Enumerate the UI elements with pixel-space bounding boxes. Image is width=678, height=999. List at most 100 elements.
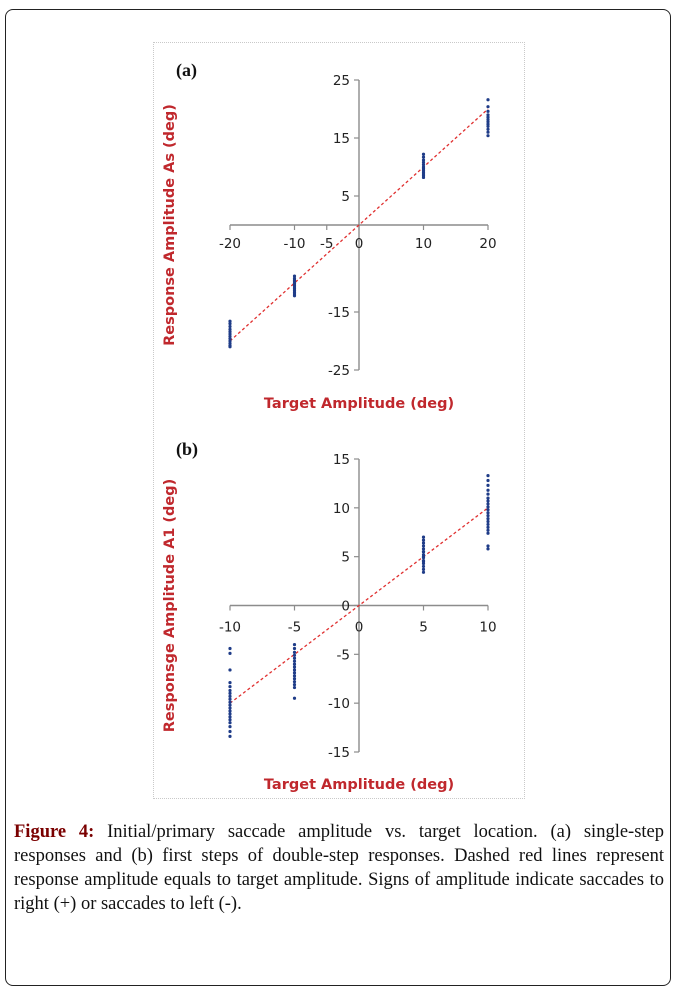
figure-caption-text: Initial/primary saccade amplitude vs. ta… xyxy=(14,822,665,914)
data-point xyxy=(421,163,426,167)
data-point xyxy=(421,175,426,180)
data-point xyxy=(228,688,232,693)
x-tick-label: -10 xyxy=(219,620,241,636)
panel-label: (b) xyxy=(176,439,198,460)
data-point xyxy=(228,322,232,326)
y-axis-title: Responsge Amplitude A1 (deg) xyxy=(162,479,178,733)
data-point xyxy=(486,120,490,124)
y-tick-label: 15 xyxy=(333,452,350,468)
data-point xyxy=(421,544,426,548)
x-tick-label: -10 xyxy=(283,236,305,252)
data-point xyxy=(228,681,232,685)
x-tick-label: 0 xyxy=(355,620,364,636)
panel-label: (a) xyxy=(176,60,197,81)
data-point xyxy=(486,113,490,117)
x-tick-label: -5 xyxy=(288,620,301,636)
data-point xyxy=(228,725,232,729)
y-tick-label: -15 xyxy=(328,305,350,321)
data-point xyxy=(486,115,490,119)
data-point xyxy=(486,127,490,131)
data-point xyxy=(486,547,490,551)
data-point xyxy=(421,570,426,574)
data-point xyxy=(228,646,232,651)
data-point xyxy=(292,671,297,675)
x-tick-label: -5 xyxy=(320,236,333,252)
figure-frame xyxy=(5,9,671,986)
data-point xyxy=(292,683,297,687)
data-point xyxy=(486,522,490,527)
y-tick-label: -5 xyxy=(337,647,350,663)
data-point xyxy=(486,134,490,138)
data-point xyxy=(292,659,297,663)
data-point xyxy=(228,712,232,716)
y-tick-label: -10 xyxy=(328,696,350,712)
data-point xyxy=(486,478,490,483)
y-tick-label: 5 xyxy=(341,550,350,566)
data-point xyxy=(228,339,232,343)
data-point xyxy=(228,319,232,323)
y-tick-label: 0 xyxy=(341,599,350,615)
data-point xyxy=(292,650,297,654)
data-point xyxy=(486,483,490,487)
data-point xyxy=(486,502,490,506)
data-point xyxy=(292,696,297,700)
data-point xyxy=(292,677,297,681)
data-point xyxy=(292,662,297,666)
reference-line xyxy=(229,507,489,704)
data-point xyxy=(228,334,232,338)
y-tick-label: -15 xyxy=(328,745,350,761)
data-point xyxy=(421,567,426,571)
data-point xyxy=(421,541,426,545)
data-point xyxy=(228,721,232,725)
data-point xyxy=(486,508,490,512)
data-point xyxy=(486,525,490,529)
data-point xyxy=(486,109,490,113)
data-point xyxy=(486,516,490,521)
data-point xyxy=(486,496,490,500)
data-point xyxy=(228,668,232,672)
x-tick-label: 10 xyxy=(479,620,496,636)
data-point xyxy=(228,715,232,719)
data-point xyxy=(228,718,232,722)
data-point xyxy=(421,152,426,156)
data-point xyxy=(292,668,297,672)
chart-panel-b: -10 -5 0 5 10 15 10 5 0 -5 -10 -15 (b) Target Amplitu… xyxy=(162,439,497,793)
data-point xyxy=(228,709,232,713)
data-point xyxy=(421,555,426,559)
x-tick-label: 5 xyxy=(419,620,428,636)
data-point xyxy=(228,734,232,738)
data-point xyxy=(292,674,297,678)
data-point xyxy=(421,155,426,159)
data-point xyxy=(228,330,232,334)
x-tick-label: 10 xyxy=(415,236,432,252)
data-point xyxy=(486,105,490,109)
data-point xyxy=(486,528,490,532)
data-point xyxy=(486,531,490,535)
data-point xyxy=(486,519,490,524)
data-point xyxy=(292,294,297,298)
data-point xyxy=(486,488,490,492)
data-point xyxy=(228,332,232,336)
data-point xyxy=(292,665,297,669)
data-point xyxy=(292,646,297,651)
data-point xyxy=(228,341,232,345)
figure-caption-label: Figure 4: xyxy=(14,822,95,842)
data-point xyxy=(486,124,490,128)
reference-line xyxy=(229,108,489,342)
data-point xyxy=(228,703,232,707)
data-point xyxy=(486,505,490,509)
data-point xyxy=(228,706,232,710)
data-point xyxy=(228,337,232,341)
figure-caption: Figure 4: Initial/primary saccade amplit… xyxy=(14,820,664,916)
data-point xyxy=(421,160,426,164)
data-point xyxy=(292,685,297,690)
data-point xyxy=(228,345,232,349)
y-tick-label: -25 xyxy=(328,363,350,379)
data-point xyxy=(486,492,490,496)
y-tick-label: 25 xyxy=(333,73,350,89)
data-point xyxy=(486,511,490,515)
data-point xyxy=(486,98,490,102)
data-point xyxy=(228,691,232,696)
data-point xyxy=(228,651,232,655)
